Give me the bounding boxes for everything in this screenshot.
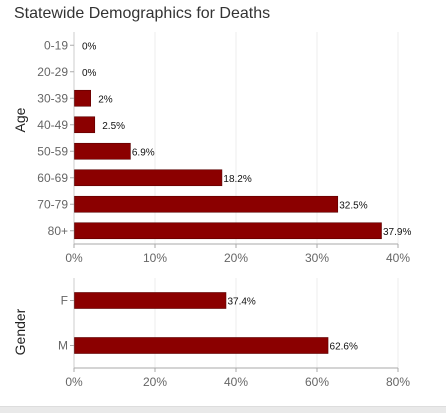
gender-value-label: 62.6%: [330, 342, 358, 353]
age-x-tick-label: 0%: [65, 251, 83, 265]
gender-category-label: F: [61, 294, 68, 308]
gender-bar: [74, 292, 227, 309]
age-value-label: 32.5%: [339, 200, 367, 211]
age-value-label: 2%: [98, 94, 113, 105]
age-bar: [74, 142, 131, 160]
age-value-label: 6.9%: [132, 147, 155, 158]
age-value-label: 0%: [82, 41, 97, 52]
gender-x-tick-label: 20%: [143, 375, 167, 389]
gender-x-tick-label: 60%: [305, 375, 329, 389]
bottom-scroll-strip: [0, 406, 446, 413]
age-category-label: 60-69: [37, 171, 68, 185]
age-category-label: 20-29: [37, 65, 68, 79]
age-value-label: 0%: [82, 68, 97, 79]
age-category-label: 0-19: [44, 38, 68, 52]
age-x-tick-label: 20%: [224, 251, 248, 265]
age-bar: [74, 116, 96, 134]
age-bar: [74, 222, 382, 240]
age-bar: [74, 169, 223, 187]
gender-x-tick-label: 80%: [386, 375, 410, 389]
age-category-label: 80+: [48, 224, 68, 238]
age-category-label: 40-49: [37, 118, 68, 132]
age-category-label: 30-39: [37, 91, 68, 105]
age-value-label: 2.5%: [102, 121, 125, 132]
age-value-label: 37.9%: [383, 227, 411, 238]
age-value-label: 18.2%: [223, 174, 251, 185]
gender-value-label: 37.4%: [227, 297, 255, 308]
age-category-label: 50-59: [37, 144, 68, 158]
gender-bar: [74, 337, 329, 354]
age-x-tick-label: 30%: [305, 251, 329, 265]
chart-title: Statewide Demographics for Deaths: [14, 5, 271, 22]
age-x-tick-label: 40%: [386, 251, 410, 265]
age-bar: [74, 195, 339, 213]
gender-x-tick-label: 40%: [224, 375, 248, 389]
age-category-label: 70-79: [37, 197, 68, 211]
age-x-tick-label: 10%: [143, 251, 167, 265]
age-bar: [74, 89, 92, 107]
gender-category-label: M: [58, 339, 68, 353]
gender-x-tick-label: 0%: [65, 375, 83, 389]
